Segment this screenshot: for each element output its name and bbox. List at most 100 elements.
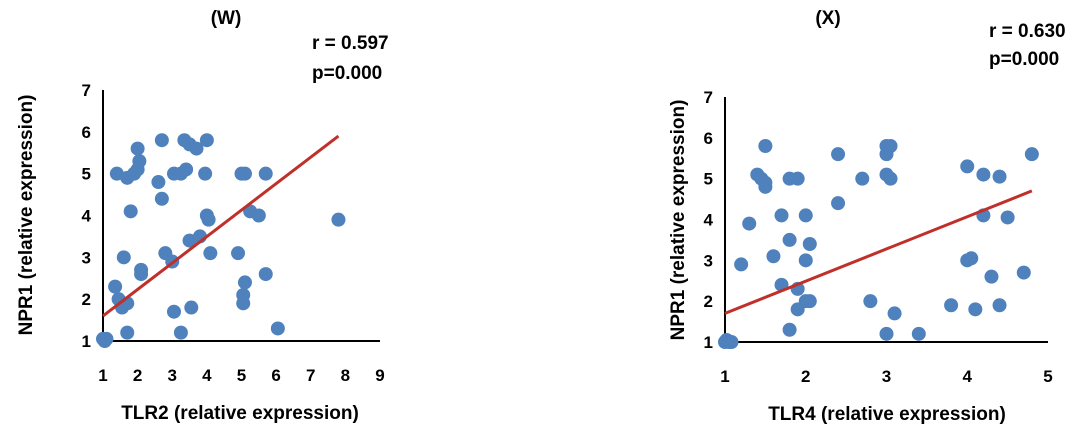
chart-x-r-value: r = 0.630 [989, 21, 1066, 42]
chart-w-data-point [231, 246, 246, 261]
chart-x-data-point [798, 253, 813, 268]
chart-w-y-tick-label: 4 [82, 207, 92, 226]
chart-x-y-tick-label: 1 [704, 333, 713, 352]
chart-x-data-point [798, 208, 813, 223]
chart-x-data-point [1016, 265, 1031, 280]
chart-w-points [96, 133, 346, 348]
chart-w-y-tick-label: 1 [82, 332, 91, 351]
chart-x-y-label: NPR1 (relative expression) [668, 100, 689, 341]
chart-w-p-value: p=0.000 [312, 63, 382, 84]
chart-x-data-point [774, 208, 789, 223]
chart-w-data-point [154, 191, 169, 206]
chart-w-x-ticks: 1 2 3 4 5 6 7 8 9 [98, 366, 384, 385]
chart-w-data-point [173, 325, 188, 340]
chart-w-data-point [199, 133, 214, 148]
chart-w-data-point [108, 279, 123, 294]
chart-x-title: (X) [815, 8, 840, 29]
chart-x-data-point [758, 175, 773, 190]
chart-x-y-ticks: 1 2 3 4 5 6 7 [704, 88, 714, 352]
chart-w-x-tick-label: 9 [375, 366, 384, 385]
chart-w-data-point [258, 166, 273, 181]
chart-x-data-point [831, 147, 846, 162]
chart-w-data-point [189, 141, 204, 156]
chart-w-data-point [237, 166, 252, 181]
chart-x-data-point [863, 294, 878, 309]
chart-x-data-point [960, 159, 975, 174]
chart-w-data-point [120, 325, 135, 340]
chart-x-x-tick-label: 4 [963, 367, 973, 386]
chart-w-x-tick-label: 1 [98, 366, 107, 385]
chart-x-data-point [992, 169, 1007, 184]
chart-w-data-point [201, 212, 216, 227]
chart-x-x-tick-label: 1 [720, 367, 729, 386]
chart-x-data-point [984, 269, 999, 284]
chart-w-title: (W) [211, 8, 242, 29]
chart-w-x-tick-label: 4 [202, 366, 212, 385]
chart-x-data-point [758, 139, 773, 153]
chart-w-data-point [166, 304, 181, 319]
chart-x-y-tick-label: 7 [704, 88, 713, 107]
chart-x-data-point [883, 171, 898, 186]
chart-w-data-point [123, 204, 138, 219]
chart-x: (X) r = 0.630 p=0.000 1 2 3 4 5 6 7 1 2 3 4 5 TLR4… [668, 8, 1066, 425]
chart-w-y-tick-label: 2 [82, 290, 91, 309]
chart-x-data-point [790, 171, 805, 186]
chart-w-data-point [151, 175, 166, 190]
chart-x-data-point [976, 167, 991, 182]
chart-w-x-tick-label: 6 [271, 366, 280, 385]
chart-x-data-point [883, 139, 898, 153]
chart-x-x-tick-label: 3 [882, 367, 891, 386]
chart-w-data-point [116, 250, 131, 265]
chart-w-data-point [184, 300, 199, 315]
chart-w-r-value: r = 0.597 [312, 33, 389, 54]
chart-x-data-point [766, 249, 781, 264]
chart-x-data-point [1024, 147, 1039, 162]
chart-x-y-tick-label: 2 [704, 292, 713, 311]
chart-x-y-tick-label: 5 [704, 170, 713, 189]
chart-w-data-point [130, 141, 145, 156]
chart-w-y-tick-label: 7 [82, 81, 91, 100]
chart-x-data-point [879, 326, 894, 341]
chart-w-x-tick-label: 8 [341, 366, 350, 385]
chart-w-y-tick-label: 5 [82, 165, 91, 184]
chart-w-data-point [130, 162, 145, 177]
chart-x-p-value: p=0.000 [989, 49, 1059, 70]
chart-w-y-tick-label: 6 [82, 123, 91, 142]
chart-x-data-point [855, 171, 870, 186]
chart-w-y-ticks: 1 2 3 4 5 6 7 [82, 81, 92, 351]
chart-x-data-point [944, 298, 959, 313]
chart-x-x-tick-label: 2 [801, 367, 810, 386]
chart-w-x-tick-label: 5 [237, 366, 246, 385]
chart-w-data-point [134, 267, 149, 282]
chart-w-data-point [331, 212, 346, 227]
chart-x-data-point [802, 294, 817, 309]
chart-x-trendline [724, 189, 1033, 315]
chart-w-x-label: TLR2 (relative expression) [121, 403, 359, 424]
chart-x-points [718, 139, 1039, 349]
chart-x-data-point [742, 216, 757, 231]
chart-x-y-tick-label: 6 [704, 129, 713, 148]
chart-w-data-point [237, 275, 252, 290]
chart-x-x-tick-label: 5 [1043, 367, 1052, 386]
chart-x-data-point [887, 306, 902, 321]
chart-x-x-ticks: 1 2 3 4 5 [720, 367, 1052, 386]
chart-x-x-label: TLR4 (relative expression) [768, 404, 1006, 425]
chart-x-y-tick-label: 3 [704, 251, 713, 270]
chart-w-y-label: NPR1 (relative expression) [16, 95, 37, 336]
chart-w-data-point [154, 133, 169, 148]
chart-w-data-point [270, 321, 285, 336]
chart-x-y-tick-label: 4 [704, 211, 714, 230]
chart-x-data-point [782, 232, 797, 247]
chart-w-x-tick-label: 3 [168, 366, 177, 385]
chart-x-data-point [992, 298, 1007, 313]
chart-w-data-point [99, 331, 114, 346]
chart-w-x-tick-label: 2 [133, 366, 142, 385]
chart-w-data-point [258, 267, 273, 282]
chart-w-data-point [251, 208, 266, 223]
chart-w-trendline [102, 134, 340, 318]
chart-w-data-point [198, 166, 213, 181]
chart-x-data-point [734, 257, 749, 272]
chart-w-y-tick-label: 3 [82, 248, 91, 267]
chart-x-data-point [964, 251, 979, 266]
